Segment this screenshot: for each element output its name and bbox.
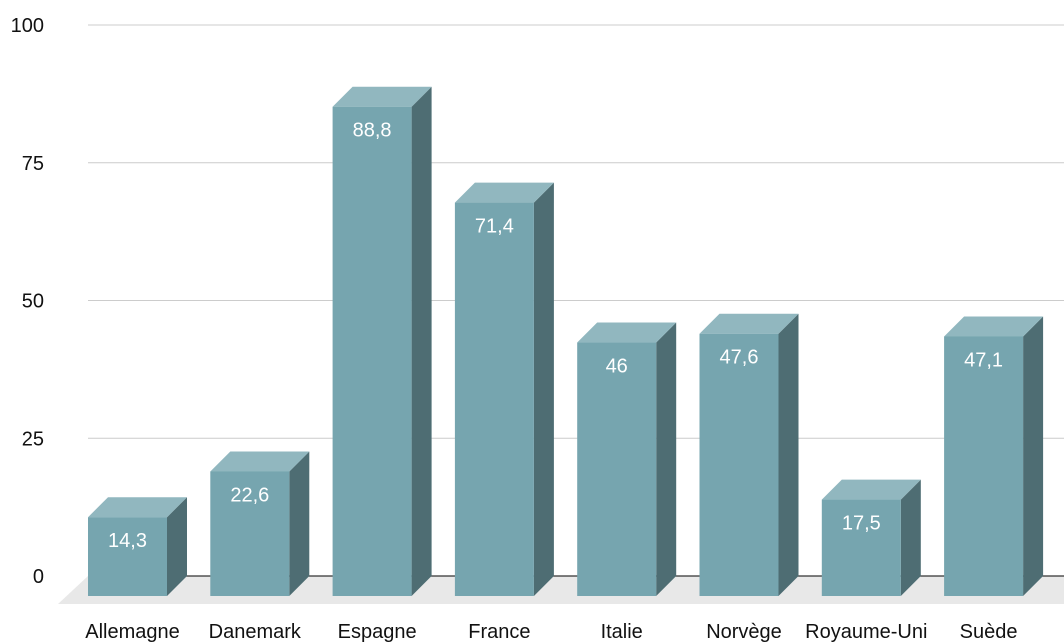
x-tick-label: Danemark (209, 621, 302, 642)
data-label: 22,6 (230, 484, 269, 506)
y-tick-label: 50 (22, 291, 44, 313)
y-tick-label: 100 (11, 15, 44, 37)
bar: 71,4 (454, 182, 554, 596)
data-label: 17,5 (842, 513, 881, 535)
bar: 17,5 (821, 479, 921, 596)
x-tick-label: Royaume-Uni (805, 621, 927, 642)
bar-top (332, 86, 432, 107)
x-tick-label: Norvège (706, 621, 782, 642)
bar: 88,8 (332, 86, 432, 596)
bar: 22,6 (210, 451, 310, 596)
bar-top (88, 497, 187, 518)
data-label: 71,4 (475, 216, 514, 238)
bar-side (533, 182, 554, 596)
bar-top (821, 479, 921, 500)
x-tick-label: Italie (601, 621, 643, 642)
x-tick-label: Allemagne (85, 621, 180, 642)
bar-front (821, 499, 901, 596)
data-label: 47,6 (720, 347, 759, 369)
bar-top (210, 451, 310, 472)
bar-side (778, 313, 799, 596)
bar: 46 (577, 322, 677, 596)
bar-top (944, 316, 1044, 337)
bar-side (656, 322, 677, 596)
x-axis: Allemagne Danemark Espagne France Italie Norv… (85, 621, 1017, 642)
bar: 14,3 (88, 497, 187, 596)
bar-side (411, 86, 432, 596)
y-tick-label: 25 (22, 428, 44, 450)
x-tick-label: Espagne (338, 621, 417, 642)
y-tick-label: 75 (22, 153, 44, 175)
chart-floor (58, 576, 1064, 604)
bar-side (1023, 316, 1044, 596)
bar-front (332, 106, 412, 596)
bar-front (88, 517, 167, 596)
bar: 47,1 (944, 316, 1044, 596)
data-label: 88,8 (353, 120, 392, 142)
data-label: 46 (606, 356, 628, 378)
bar-front (577, 342, 657, 596)
y-axis: 0 25 50 75 100 (11, 15, 44, 588)
y-tick-label: 0 (33, 566, 44, 588)
data-label: 47,1 (964, 349, 1003, 371)
bar-front (699, 333, 779, 596)
bar-top (699, 313, 799, 334)
grid-layer (58, 24, 1064, 604)
bar-front (210, 471, 290, 596)
x-tick-label: Suède (960, 621, 1018, 642)
bars: 14,3 22,6 88,8 71,4 46 47,6 17,5 47,1 (88, 86, 1044, 596)
bar-front (944, 336, 1024, 596)
x-tick-label: France (468, 621, 530, 642)
bar-front (454, 202, 534, 596)
data-label: 14,3 (108, 530, 147, 552)
bar-side (289, 451, 310, 596)
bar-top (577, 322, 677, 343)
bar: 47,6 (699, 313, 799, 596)
bar-top (454, 182, 554, 203)
bar-side (900, 479, 921, 596)
bar-side (167, 497, 187, 596)
